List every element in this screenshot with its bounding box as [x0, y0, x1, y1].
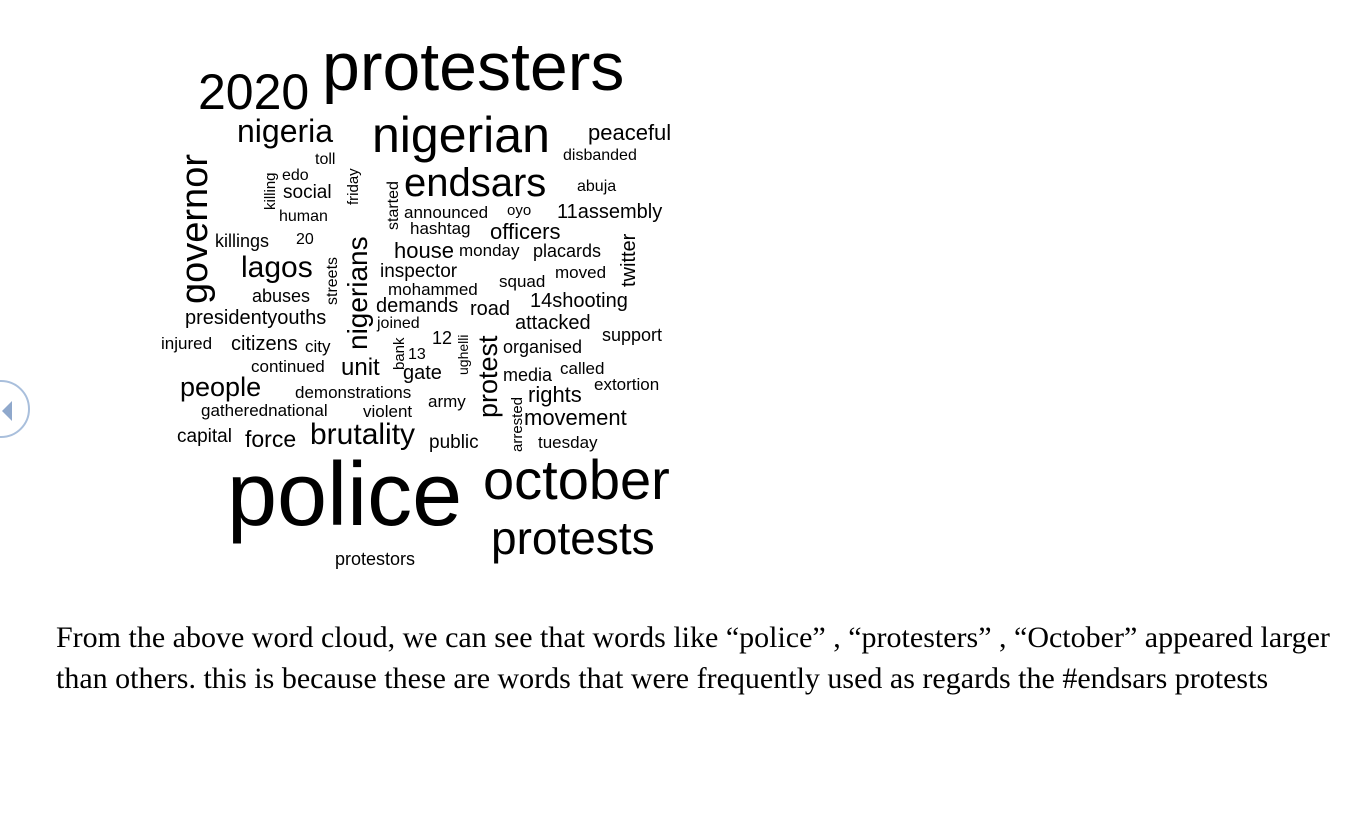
cloud-word: protests	[491, 512, 655, 564]
cloud-word: public	[429, 432, 479, 453]
cloud-word: 20	[296, 231, 314, 248]
cloud-word: citizens	[231, 333, 298, 355]
cloud-word: force	[245, 426, 297, 452]
cloud-word: lagos	[241, 251, 313, 284]
cloud-word: announced	[404, 203, 489, 222]
cloud-word: endsars	[404, 161, 547, 205]
cloud-word: friday	[345, 168, 362, 205]
cloud-word: arrested	[509, 396, 526, 452]
cloud-word: 12	[432, 328, 453, 348]
cloud-word: house	[394, 238, 454, 263]
cloud-word: killings	[215, 231, 270, 251]
cloud-word: brutality	[310, 418, 416, 451]
cloud-word: nigeria	[237, 113, 334, 149]
cloud-word: ughelli	[455, 334, 471, 375]
word-cloud: protesters 2020 nigeria nigerian peaceful tol…	[161, 29, 672, 569]
cloud-word: streets	[324, 256, 341, 305]
cloud-word: organised	[503, 337, 583, 357]
cloud-word: inspector	[380, 261, 458, 282]
cloud-word: placards	[533, 241, 602, 261]
chevron-left-icon	[2, 401, 12, 421]
cloud-word: human	[279, 208, 328, 225]
cloud-word: toll	[315, 151, 336, 168]
cloud-word: called	[560, 359, 605, 378]
cloud-word: monday	[459, 241, 520, 260]
cloud-word: governor	[174, 154, 216, 304]
cloud-word: joined	[377, 315, 420, 332]
cloud-word: movement	[524, 405, 627, 430]
cloud-word: media	[503, 365, 553, 385]
cloud-word: demands	[376, 295, 459, 317]
cloud-word: gatherednational	[201, 401, 328, 420]
cloud-word: disbanded	[563, 147, 637, 164]
cloud-word: protestors	[335, 549, 416, 569]
cloud-word: started	[385, 181, 402, 230]
cloud-word: support	[602, 325, 663, 345]
cloud-word: squad	[499, 272, 546, 291]
cloud-word: 2020	[198, 64, 310, 120]
cloud-word: rights	[528, 382, 582, 407]
cloud-word: 13	[408, 346, 426, 363]
cloud-word: peaceful	[588, 120, 672, 145]
cloud-word: unit	[341, 354, 380, 381]
cloud-word: injured	[161, 334, 213, 353]
cloud-word: demonstrations	[295, 383, 412, 402]
cloud-word: 14shooting	[530, 290, 628, 312]
caption-text: From the above word cloud, we can see th…	[56, 621, 1330, 695]
cloud-word: hashtag	[410, 219, 471, 238]
cloud-word: road	[470, 298, 511, 320]
cloud-word: violent	[363, 402, 413, 421]
cloud-word: extortion	[594, 375, 660, 394]
cloud-word: 11assembly	[557, 201, 663, 223]
cloud-word: people	[180, 372, 262, 402]
cloud-word: city	[305, 337, 331, 356]
cloud-word: oyo	[507, 202, 532, 219]
cloud-word: mohammed	[388, 280, 478, 299]
cloud-word: protest	[473, 335, 503, 418]
cloud-word: moved	[555, 263, 607, 282]
cloud-word: edo	[282, 167, 309, 184]
cloud-word: twitter	[618, 233, 640, 287]
cloud-word: army	[428, 392, 466, 411]
cloud-word: social	[283, 182, 332, 203]
cloud-word: abuses	[252, 286, 311, 306]
cloud-word: police	[227, 445, 463, 545]
cloud-word: tuesday	[538, 433, 598, 452]
cloud-word: nigerian	[372, 107, 550, 163]
cloud-word: presidentyouths	[185, 307, 327, 329]
cloud-word: capital	[177, 426, 232, 447]
cloud-word: continued	[251, 357, 325, 376]
cloud-word: abuja	[577, 178, 617, 195]
cloud-word: gate	[403, 362, 442, 384]
cloud-word: officers	[490, 219, 561, 244]
cloud-word: protesters	[322, 29, 625, 105]
cloud-word: attacked	[515, 312, 591, 334]
cloud-word: october	[483, 448, 670, 511]
cloud-word: nigerians	[342, 236, 373, 350]
cloud-word: killing	[262, 172, 279, 210]
